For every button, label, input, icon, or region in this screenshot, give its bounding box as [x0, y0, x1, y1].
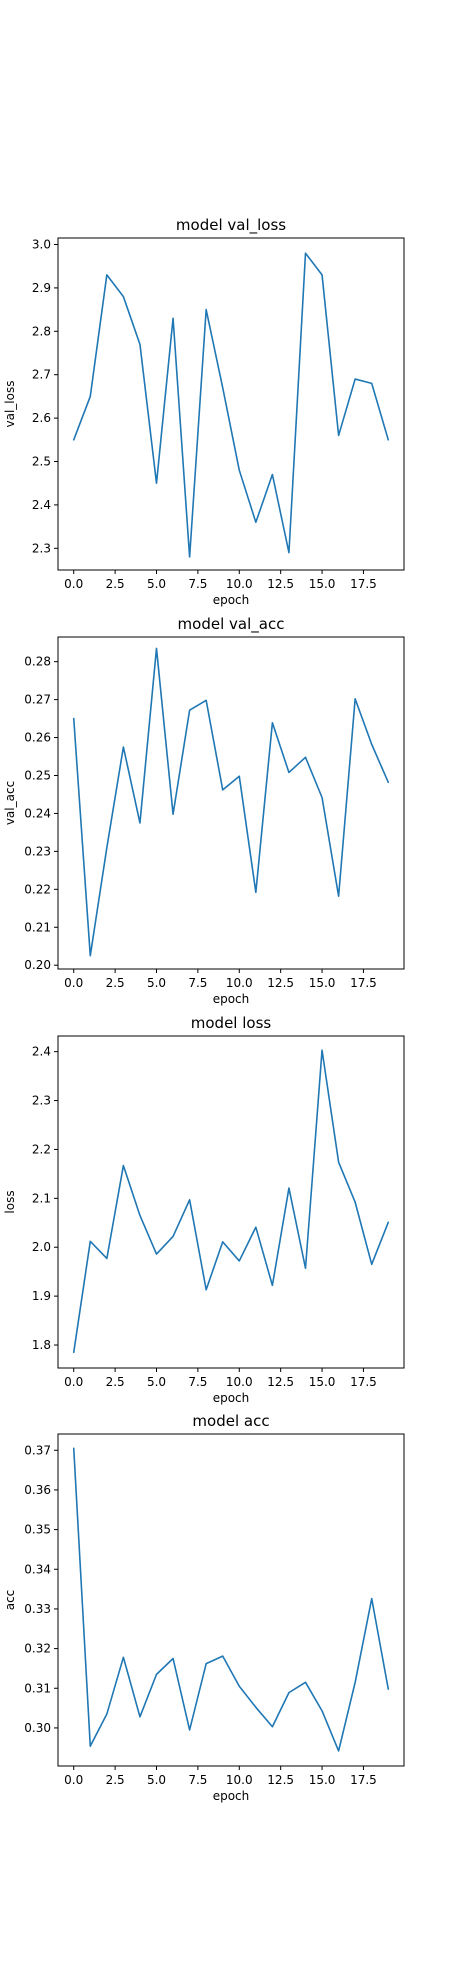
x-tick-label: 10.0 [226, 577, 253, 591]
x-tick-label: 5.0 [147, 577, 166, 591]
x-tick-label: 17.5 [350, 1773, 377, 1787]
y-axis-label: loss [3, 1190, 17, 1213]
y-axis-label: val_acc [3, 781, 17, 825]
y-tick-label: 2.1 [32, 1191, 51, 1205]
y-axis-label: val_loss [3, 381, 17, 428]
y-tick-label: 0.37 [24, 1443, 51, 1457]
x-tick-label: 0.0 [64, 976, 83, 990]
x-tick-label: 17.5 [350, 1375, 377, 1389]
x-tick-label: 2.5 [106, 1375, 125, 1389]
y-tick-label: 0.36 [24, 1483, 51, 1497]
x-tick-label: 5.0 [147, 976, 166, 990]
plot-area-frame [57, 636, 405, 970]
x-tick-label: 15.0 [309, 976, 336, 990]
y-tick-label: 2.2 [32, 1142, 51, 1156]
series-line [72, 1447, 390, 1752]
chart-panel: 0.0 2.5 5.0 7.5 10.0 12.5 15.0 17.5 1.8 1.9 2.0 2.1… [3, 1014, 405, 1405]
series-line [72, 1049, 390, 1354]
x-tick-label: 12.5 [267, 1375, 294, 1389]
chart-title: model val_acc [178, 615, 285, 634]
x-tick-label: 2.5 [106, 1773, 125, 1787]
y-tick-label: 2.3 [32, 1094, 51, 1108]
x-tick-label: 7.5 [188, 1375, 207, 1389]
x-tick-label: 5.0 [147, 1773, 166, 1787]
series-line [72, 252, 390, 558]
plot-area-frame [57, 237, 405, 571]
y-tick-label: 0.25 [24, 768, 51, 782]
y-tick-label: 0.35 [24, 1523, 51, 1537]
y-tick-label: 0.33 [24, 1602, 51, 1616]
plot-area-frame [57, 1035, 405, 1369]
x-axis-label: epoch [213, 593, 250, 607]
y-tick-label: 0.23 [24, 844, 51, 858]
chart-panel: 0.0 2.5 5.0 7.5 10.0 12.5 15.0 17.5 0.20 0.21 0.22… [3, 615, 405, 1006]
y-tick-label: 0.26 [24, 731, 51, 745]
y-tick-label: 3.0 [32, 238, 51, 252]
x-tick-label: 5.0 [147, 1375, 166, 1389]
y-tick-label: 1.8 [32, 1338, 51, 1352]
chart-title: model loss [191, 1014, 272, 1032]
x-tick-label: 17.5 [350, 976, 377, 990]
x-tick-label: 2.5 [106, 577, 125, 591]
y-tick-label: 2.4 [32, 498, 51, 512]
y-tick-label: 2.4 [32, 1045, 51, 1059]
y-tick-label: 2.3 [32, 541, 51, 555]
chart-panel: 0.0 2.5 5.0 7.5 10.0 12.5 15.0 17.5 2.3 2.4 2.5 2.6… [3, 216, 405, 607]
plot-area-frame [57, 1433, 405, 1767]
y-tick-label: 2.9 [32, 281, 51, 295]
x-tick-label: 12.5 [267, 976, 294, 990]
y-tick-label: 0.21 [24, 920, 51, 934]
y-tick-label: 0.20 [24, 958, 51, 972]
x-tick-label: 15.0 [309, 1773, 336, 1787]
y-tick-label: 0.28 [24, 655, 51, 669]
y-tick-label: 2.7 [32, 368, 51, 382]
x-axis-label: epoch [213, 1391, 250, 1405]
x-tick-label: 7.5 [188, 1773, 207, 1787]
x-tick-label: 17.5 [350, 577, 377, 591]
y-tick-label: 0.27 [24, 693, 51, 707]
x-tick-label: 12.5 [267, 1773, 294, 1787]
x-tick-label: 15.0 [309, 577, 336, 591]
y-tick-label: 0.32 [24, 1642, 51, 1656]
x-tick-label: 15.0 [309, 1375, 336, 1389]
x-tick-label: 7.5 [188, 976, 207, 990]
y-tick-label: 2.8 [32, 324, 51, 338]
y-tick-label: 1.9 [32, 1289, 51, 1303]
y-tick-label: 0.24 [24, 806, 51, 820]
y-tick-label: 2.0 [32, 1240, 51, 1254]
x-axis-label: epoch [213, 992, 250, 1006]
x-tick-label: 0.0 [64, 1773, 83, 1787]
y-tick-label: 2.5 [32, 455, 51, 469]
x-tick-label: 0.0 [64, 577, 83, 591]
x-tick-label: 10.0 [226, 976, 253, 990]
x-tick-label: 10.0 [226, 1375, 253, 1389]
x-axis-label: epoch [213, 1789, 250, 1803]
series-line [72, 647, 390, 957]
x-tick-label: 10.0 [226, 1773, 253, 1787]
x-tick-label: 7.5 [188, 577, 207, 591]
y-tick-label: 0.34 [24, 1562, 51, 1576]
y-axis-label: acc [3, 1590, 17, 1611]
y-tick-label: 0.31 [24, 1681, 51, 1695]
chart-title: model val_loss [176, 216, 286, 235]
y-tick-label: 0.22 [24, 882, 51, 896]
x-tick-label: 2.5 [106, 976, 125, 990]
y-tick-label: 2.6 [32, 411, 51, 425]
x-tick-label: 12.5 [267, 577, 294, 591]
chart-title: model acc [192, 1412, 269, 1430]
y-tick-label: 0.30 [24, 1721, 51, 1735]
chart-panel: 0.0 2.5 5.0 7.5 10.0 12.5 15.0 17.5 0.30 0.31 0.32… [3, 1412, 405, 1803]
x-tick-label: 0.0 [64, 1375, 83, 1389]
